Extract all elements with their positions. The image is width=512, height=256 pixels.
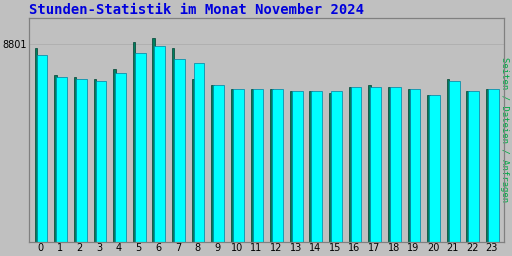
Bar (370, 87, 381, 242)
Bar (194, 63, 204, 242)
Bar (468, 91, 479, 242)
Bar (191, 79, 194, 242)
Bar (309, 91, 312, 242)
Bar (76, 79, 87, 242)
Bar (211, 85, 214, 242)
Bar (351, 87, 361, 242)
Bar (272, 89, 283, 242)
Bar (174, 59, 185, 242)
Bar (331, 91, 342, 242)
Text: Stunden-Statistik im Monat November 2024: Stunden-Statistik im Monat November 2024 (29, 3, 364, 17)
Bar (172, 48, 175, 242)
Bar (466, 91, 469, 242)
Bar (349, 87, 351, 242)
Bar (427, 95, 430, 242)
Bar (133, 42, 135, 242)
Y-axis label: Seiten / Dateien / Anfragen: Seiten / Dateien / Anfragen (500, 57, 509, 202)
Bar (408, 89, 410, 242)
Bar (54, 75, 57, 242)
Bar (233, 89, 244, 242)
Bar (135, 52, 145, 242)
Bar (214, 85, 224, 242)
Bar (486, 89, 488, 242)
Bar (113, 69, 116, 242)
Bar (368, 85, 371, 242)
Bar (56, 77, 67, 242)
Bar (250, 89, 253, 242)
Bar (35, 48, 37, 242)
Bar (115, 73, 126, 242)
Bar (292, 91, 303, 242)
Bar (37, 55, 48, 242)
Bar (74, 77, 76, 242)
Bar (252, 89, 263, 242)
Bar (231, 89, 233, 242)
Bar (329, 93, 331, 242)
Bar (96, 81, 106, 242)
Bar (94, 79, 96, 242)
Bar (153, 38, 155, 242)
Bar (311, 91, 322, 242)
Bar (270, 89, 272, 242)
Bar (429, 95, 440, 242)
Bar (390, 87, 401, 242)
Bar (447, 79, 449, 242)
Bar (449, 81, 460, 242)
Bar (155, 46, 165, 242)
Bar (410, 89, 420, 242)
Bar (388, 87, 390, 242)
Bar (488, 89, 499, 242)
Bar (290, 91, 292, 242)
